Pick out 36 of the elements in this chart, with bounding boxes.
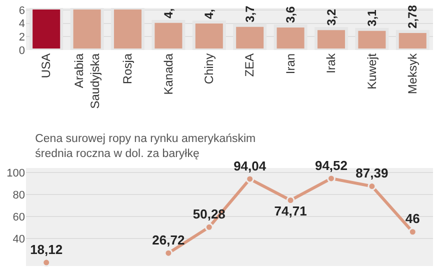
- text: 46: [405, 211, 420, 226]
- x-tick-label: ZEA: [242, 53, 257, 77]
- text: 50,28: [192, 206, 226, 222]
- chart-subtitle: średnia roczna w dol. za baryłkę: [35, 148, 200, 160]
- data-label: 2,78: [406, 4, 420, 28]
- y-tick-label: 0: [18, 44, 25, 57]
- text: 74,71: [274, 203, 307, 218]
- chart-title: Cena surowej ropy na rynku amerykańskim: [35, 133, 256, 145]
- x-tick-label: Rosja: [120, 53, 135, 84]
- data-label: 3,6: [284, 6, 298, 23]
- x-tick-label: Arabia Saudyjska: [72, 53, 102, 109]
- y-tick-label: 100: [6, 167, 25, 180]
- y-tick-label: 2: [18, 32, 25, 44]
- text: 18,12: [30, 242, 63, 257]
- point: [204, 222, 214, 232]
- x-tick-label: Meksyk: [406, 52, 420, 94]
- x-tick-label: USA: [39, 53, 54, 78]
- x-tick-label: Irak: [324, 52, 338, 74]
- data-label: 3,7: [242, 5, 257, 22]
- text: 94,52: [314, 158, 348, 173]
- x-tick-label: Chiny: [202, 53, 216, 84]
- y-tick-label: 6: [18, 4, 25, 17]
- y-tick-label: 80: [12, 189, 25, 202]
- text: 87,39: [356, 166, 388, 181]
- y-tick-label: 40: [12, 233, 25, 246]
- data-label: 4,: [161, 8, 176, 18]
- data-label: 3,2: [324, 8, 338, 26]
- x-tick-label: Iran: [283, 53, 298, 74]
- data-label: 4,: [202, 8, 216, 19]
- data-label: 3,1: [364, 9, 379, 26]
- y-tick-label: 60: [12, 211, 25, 224]
- x-tick-label: Kuwejt: [364, 52, 379, 90]
- x-tick-label: Kanada: [161, 53, 176, 95]
- y-tick-label: 4: [18, 18, 25, 30]
- text: 94,04: [234, 158, 266, 174]
- text: 26,72: [152, 232, 185, 248]
